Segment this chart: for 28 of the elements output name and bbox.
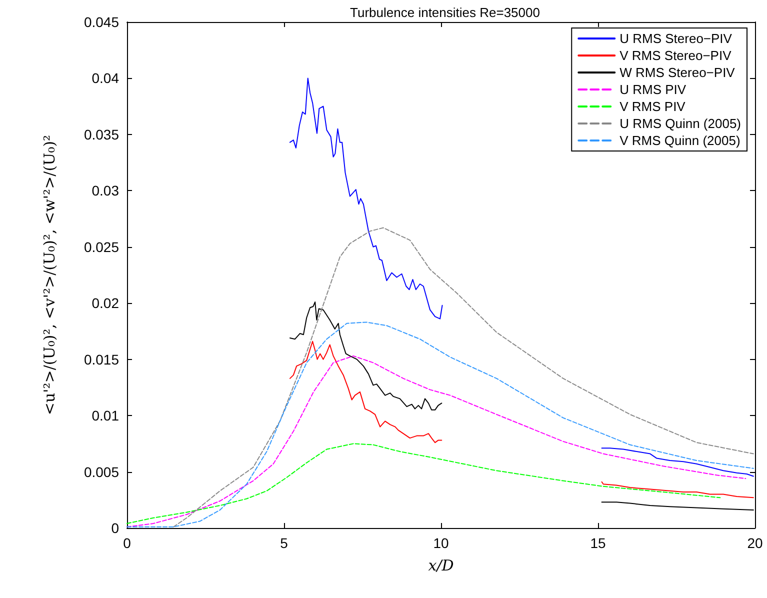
y-tick-label: 0.015	[84, 351, 120, 368]
y-tick-label: 0.035	[84, 126, 120, 142]
line-series	[126, 443, 721, 524]
y-tick-label: 0.04	[92, 70, 120, 86]
line-series	[126, 355, 746, 528]
y-tick-label: 0.02	[92, 295, 120, 312]
legend-label: U RMS Quinn (2005)	[620, 116, 742, 131]
chart-title: Turbulence intensities Re=35000	[350, 5, 540, 20]
legend-label: U RMS Stereo−PIV	[620, 31, 732, 46]
x-tick-label: 0	[123, 535, 132, 551]
x-tick-label: 15	[590, 535, 606, 551]
y-tick-label: 0.03	[92, 182, 120, 199]
legend-label: V RMS PIV	[620, 99, 686, 114]
legend-label: U RMS PIV	[620, 82, 686, 97]
x-tick-label: 10	[433, 535, 449, 551]
y-tick-label: 0.025	[84, 238, 120, 255]
y-axis-title: <u'²>/(U₀)², <v'²>/(U₀)², <w'²>/(U₀)²	[40, 134, 58, 416]
x-tick-label: 5	[280, 535, 288, 551]
y-tick-label: 0	[111, 520, 120, 536]
y-tick-label: 0.005	[84, 464, 120, 480]
x-tick-label: 20	[747, 535, 763, 551]
legend-label: V RMS Quinn (2005)	[620, 133, 740, 148]
y-tick-label: 0.045	[84, 14, 120, 30]
y-tick-label: 0.01	[92, 408, 120, 424]
legend-label: W RMS Stereo−PIV	[620, 65, 736, 80]
legend-label: V RMS Stereo−PIV	[620, 48, 732, 63]
line-series	[172, 227, 754, 528]
x-axis-title: x/D	[428, 556, 454, 574]
